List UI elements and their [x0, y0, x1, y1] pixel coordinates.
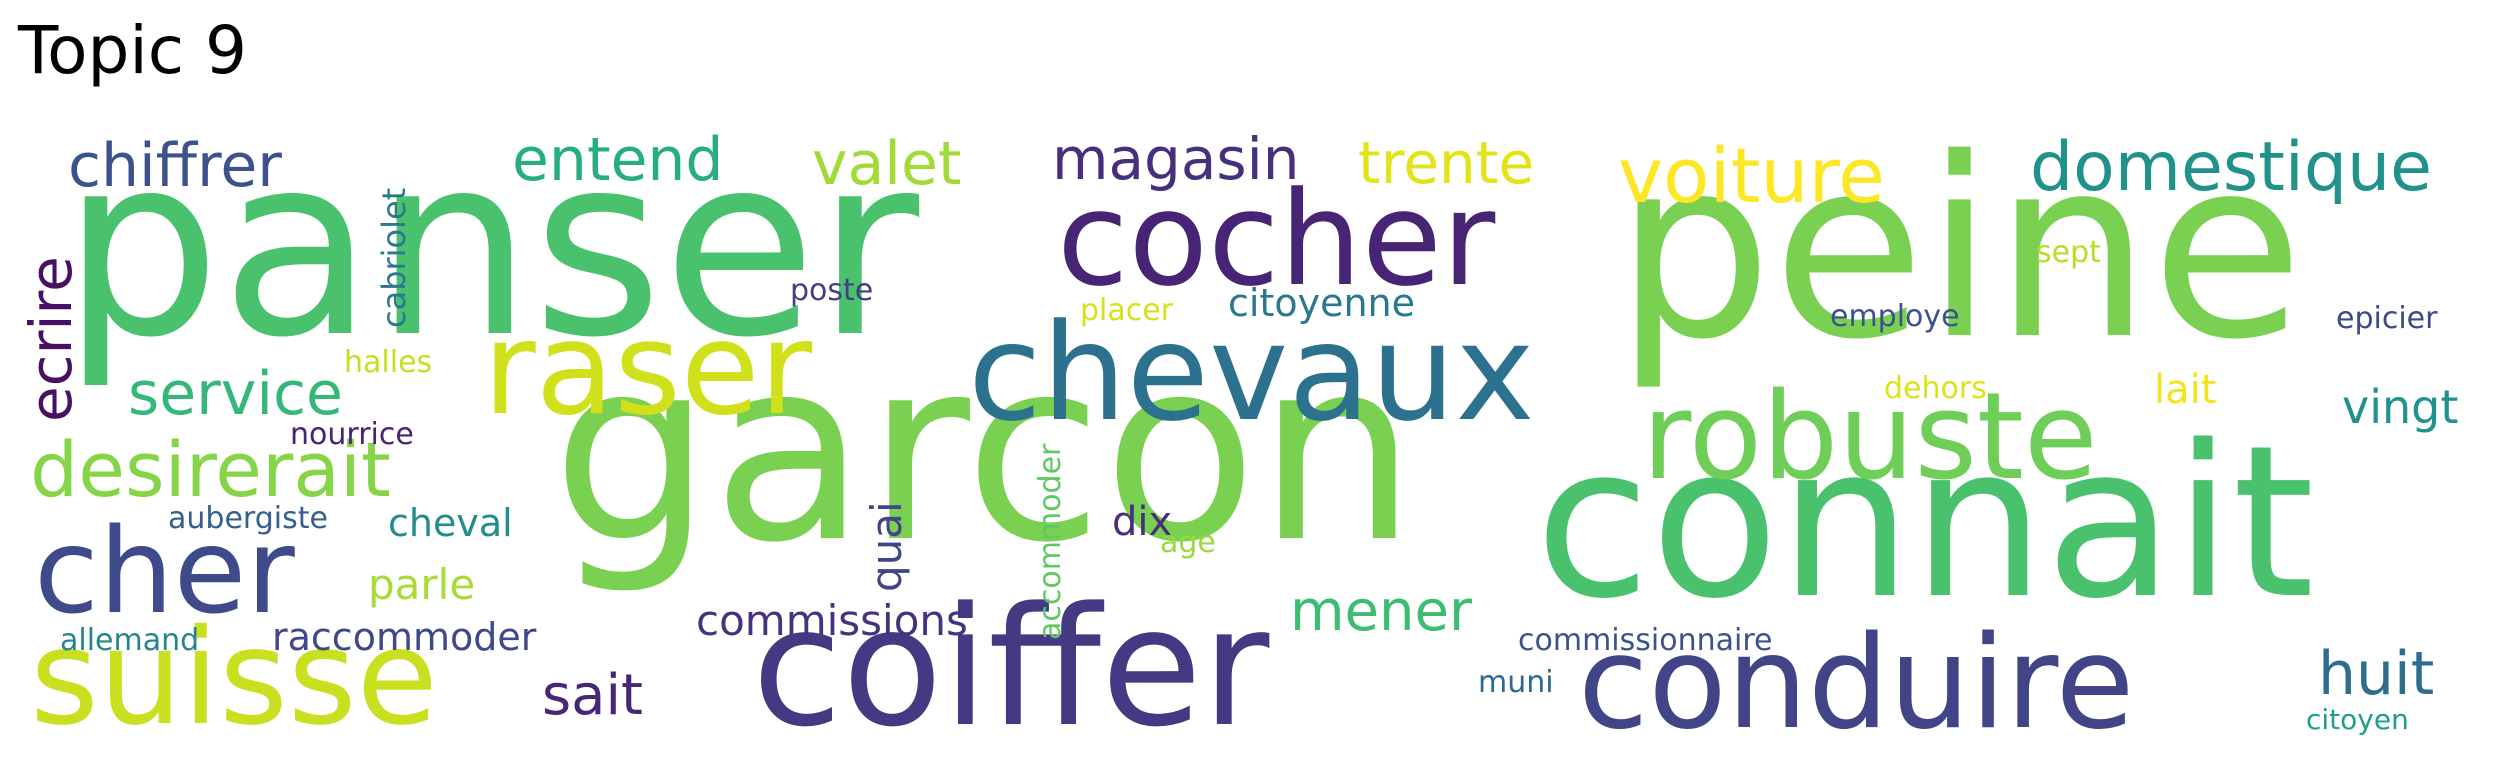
word-coiffer: coiffer [752, 572, 1270, 763]
word-peine: peine [1615, 106, 2304, 394]
word-aubergiste: aubergiste [168, 501, 328, 536]
word-conduire: conduire [1578, 609, 2135, 758]
word-raccommoder: raccommoder [272, 615, 537, 659]
word-allemand: allemand [60, 623, 200, 658]
word-suisse: suisse [30, 601, 438, 755]
word-panser: panser [62, 101, 920, 392]
word-placer: placer [1080, 293, 1174, 328]
word-desirerait: desirerait [30, 425, 391, 514]
word-raser: raser [483, 295, 813, 444]
word-vingt: vingt [2342, 380, 2459, 434]
word-dehors: dehors [1884, 371, 1987, 406]
word-cocher: cocher [1057, 163, 1496, 315]
word-poste: poste [790, 273, 874, 308]
word-age: age [1160, 525, 1216, 560]
word-garcon: garcon [552, 305, 1417, 598]
word-lait: lait [2154, 367, 2217, 413]
figure-title: Topic 9 [18, 12, 247, 89]
word-voiture: voiture [1618, 131, 1885, 220]
word-epicier: epicier [2336, 301, 2438, 336]
word-entend: entend [512, 125, 724, 195]
word-muni: muni [1478, 665, 1554, 700]
word-mener: mener [1290, 579, 1472, 644]
word-valet: valet [812, 129, 962, 199]
word-service: service [128, 359, 343, 429]
word-employe: employe [1830, 299, 1960, 334]
word-sept: sept [2036, 235, 2101, 270]
word-citoyenne: citoyenne [1228, 281, 1416, 325]
word-sait: sait [542, 663, 644, 728]
word-citoyen: citoyen [2306, 703, 2409, 736]
word-commissionnaire: commissionnaire [1518, 623, 1773, 658]
word-cabriolet: cabriolet [375, 187, 413, 328]
word-connait: connait [1535, 400, 2315, 645]
word-trente: trente [1358, 129, 1535, 197]
word-accommoder: accommoder [1033, 443, 1068, 640]
word-cheval: cheval [388, 501, 513, 545]
word-ecrire: ecrire [17, 256, 85, 422]
word-huit: huit [2318, 639, 2435, 709]
word-parle: parle [368, 560, 476, 609]
word-halles: halles [344, 345, 433, 380]
word-chevaux: chevaux [968, 295, 1535, 451]
word-dix: dix [1112, 499, 1173, 545]
word-magasin: magasin [1052, 125, 1300, 193]
word-cher: cher [34, 502, 295, 640]
word-chiffrer: chiffrer [68, 131, 282, 201]
word-commissions: commissions [696, 596, 968, 645]
word-nourrice: nourrice [290, 417, 414, 452]
word-quai: quai [862, 501, 911, 592]
word-robuste: robuste [1642, 368, 2098, 507]
word-domestique: domestique [2030, 128, 2432, 207]
